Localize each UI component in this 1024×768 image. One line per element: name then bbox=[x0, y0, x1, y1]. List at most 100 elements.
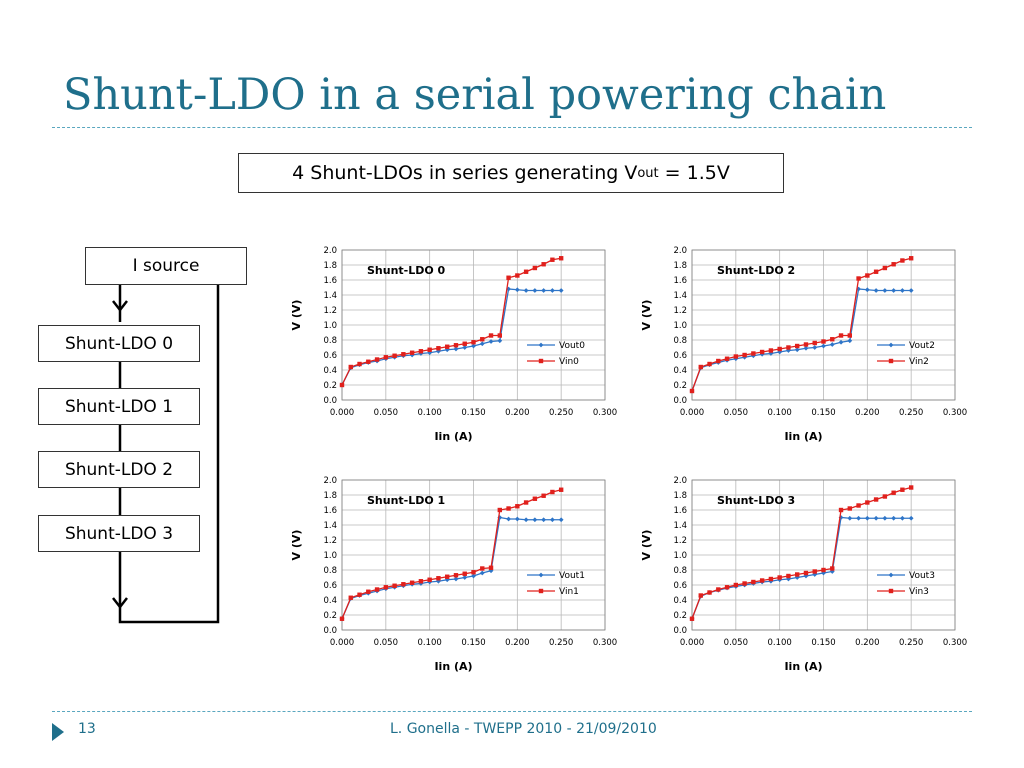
x-tick-label: 0.200 bbox=[505, 638, 529, 648]
x-axis-label: Iin (A) bbox=[434, 660, 472, 673]
data-point bbox=[768, 576, 774, 582]
y-tick-label: 0.8 bbox=[673, 566, 687, 576]
data-point bbox=[882, 494, 888, 499]
legend-marker bbox=[538, 358, 544, 364]
y-tick-label: 0.0 bbox=[323, 396, 337, 406]
data-point bbox=[558, 517, 564, 523]
x-tick-label: 0.000 bbox=[330, 408, 354, 418]
data-point bbox=[873, 288, 879, 293]
chart-shunt-ldo-2: 0.0 0.2 0.4 0.6 0.8 1.0 1.2 1.4 1.6 1.8 2.0 0.000 0.… bbox=[640, 246, 967, 443]
y-axis-label: V (V) bbox=[640, 300, 653, 331]
data-point bbox=[830, 337, 835, 342]
legend-label: Vin2 bbox=[909, 357, 929, 367]
data-point bbox=[366, 359, 371, 364]
plot-frame bbox=[341, 249, 606, 401]
data-point bbox=[550, 489, 555, 495]
y-tick-label: 1.0 bbox=[673, 321, 687, 331]
data-point bbox=[514, 516, 520, 522]
data-point bbox=[759, 578, 765, 583]
data-point bbox=[864, 515, 870, 521]
data-point bbox=[445, 574, 450, 579]
data-point bbox=[803, 570, 809, 576]
data-point bbox=[864, 287, 870, 293]
y-tick-label: 1.2 bbox=[673, 536, 687, 546]
y-tick-label: 1.8 bbox=[323, 491, 337, 501]
series-line-vout1 bbox=[341, 516, 562, 620]
title-divider bbox=[52, 127, 972, 128]
y-tick-label: 1.4 bbox=[323, 521, 337, 531]
y-tick-label: 0.4 bbox=[673, 596, 687, 606]
data-point bbox=[436, 346, 441, 351]
data-point bbox=[418, 349, 424, 354]
y-tick-label: 0.4 bbox=[323, 366, 337, 376]
data-point bbox=[724, 356, 730, 361]
data-point bbox=[795, 343, 800, 349]
data-point bbox=[742, 352, 747, 358]
data-point bbox=[462, 341, 467, 346]
data-point bbox=[471, 340, 476, 345]
data-point bbox=[847, 506, 852, 511]
data-point bbox=[777, 575, 782, 580]
plot-frame bbox=[691, 249, 956, 401]
y-tick-label: 0.2 bbox=[323, 381, 337, 391]
x-tick-label: 0.200 bbox=[855, 638, 879, 648]
legend-label: Vin1 bbox=[559, 587, 579, 597]
data-point bbox=[497, 515, 503, 520]
data-point bbox=[856, 515, 861, 521]
data-point bbox=[698, 364, 703, 370]
y-tick-label: 1.6 bbox=[323, 276, 337, 286]
data-point bbox=[541, 288, 547, 293]
data-point bbox=[795, 572, 800, 577]
data-point bbox=[821, 567, 826, 573]
data-point bbox=[453, 573, 459, 578]
data-point bbox=[471, 573, 476, 579]
data-point bbox=[908, 288, 914, 293]
y-tick-label: 1.2 bbox=[323, 306, 337, 316]
subtitle-text: 4 Shunt-LDOs in series generating V bbox=[292, 162, 638, 184]
series-line-vout3 bbox=[691, 516, 912, 619]
data-point bbox=[900, 487, 905, 492]
x-tick-label: 0.000 bbox=[330, 638, 354, 648]
y-tick-label: 0.6 bbox=[323, 351, 337, 361]
data-point bbox=[515, 504, 520, 509]
x-tick-label: 0.050 bbox=[724, 408, 748, 418]
y-tick-label: 0.0 bbox=[673, 626, 687, 636]
data-point bbox=[488, 333, 494, 338]
data-point bbox=[794, 347, 800, 353]
legend-label: Vin3 bbox=[909, 587, 929, 597]
data-point bbox=[707, 590, 712, 595]
x-tick-label: 0.250 bbox=[549, 638, 573, 648]
data-point bbox=[409, 580, 415, 585]
y-tick-label: 0.2 bbox=[323, 611, 337, 621]
data-point bbox=[873, 269, 879, 274]
y-tick-label: 0.6 bbox=[673, 581, 687, 591]
y-tick-label: 1.0 bbox=[673, 551, 687, 561]
data-point bbox=[882, 515, 888, 521]
x-axis-label: Iin (A) bbox=[784, 660, 822, 673]
data-point bbox=[891, 262, 896, 267]
data-point bbox=[908, 485, 914, 490]
chart-title: Shunt-LDO 2 bbox=[717, 264, 795, 277]
data-point bbox=[550, 257, 555, 262]
x-tick-label: 0.250 bbox=[899, 638, 923, 648]
data-point bbox=[803, 573, 809, 579]
data-point bbox=[882, 288, 888, 293]
data-point bbox=[462, 345, 468, 350]
data-point bbox=[751, 351, 756, 356]
data-point bbox=[488, 568, 494, 574]
shunt-ldo-2-block: Shunt-LDO 2 bbox=[38, 451, 200, 488]
data-point bbox=[838, 333, 844, 338]
x-tick-label: 0.150 bbox=[811, 638, 835, 648]
data-point bbox=[900, 258, 905, 263]
data-point bbox=[497, 338, 503, 344]
data-point bbox=[847, 515, 853, 521]
y-tick-label: 0.8 bbox=[673, 336, 687, 346]
data-point bbox=[532, 496, 538, 501]
data-point bbox=[453, 343, 459, 348]
x-tick-label: 0.250 bbox=[899, 408, 923, 418]
footer-divider bbox=[52, 711, 972, 712]
data-point bbox=[751, 579, 756, 585]
chart-shunt-ldo-1: 0.0 0.2 0.4 0.6 0.8 1.0 1.2 1.4 1.6 1.8 2.0 0.000 0.… bbox=[290, 476, 617, 673]
data-point bbox=[445, 344, 450, 349]
